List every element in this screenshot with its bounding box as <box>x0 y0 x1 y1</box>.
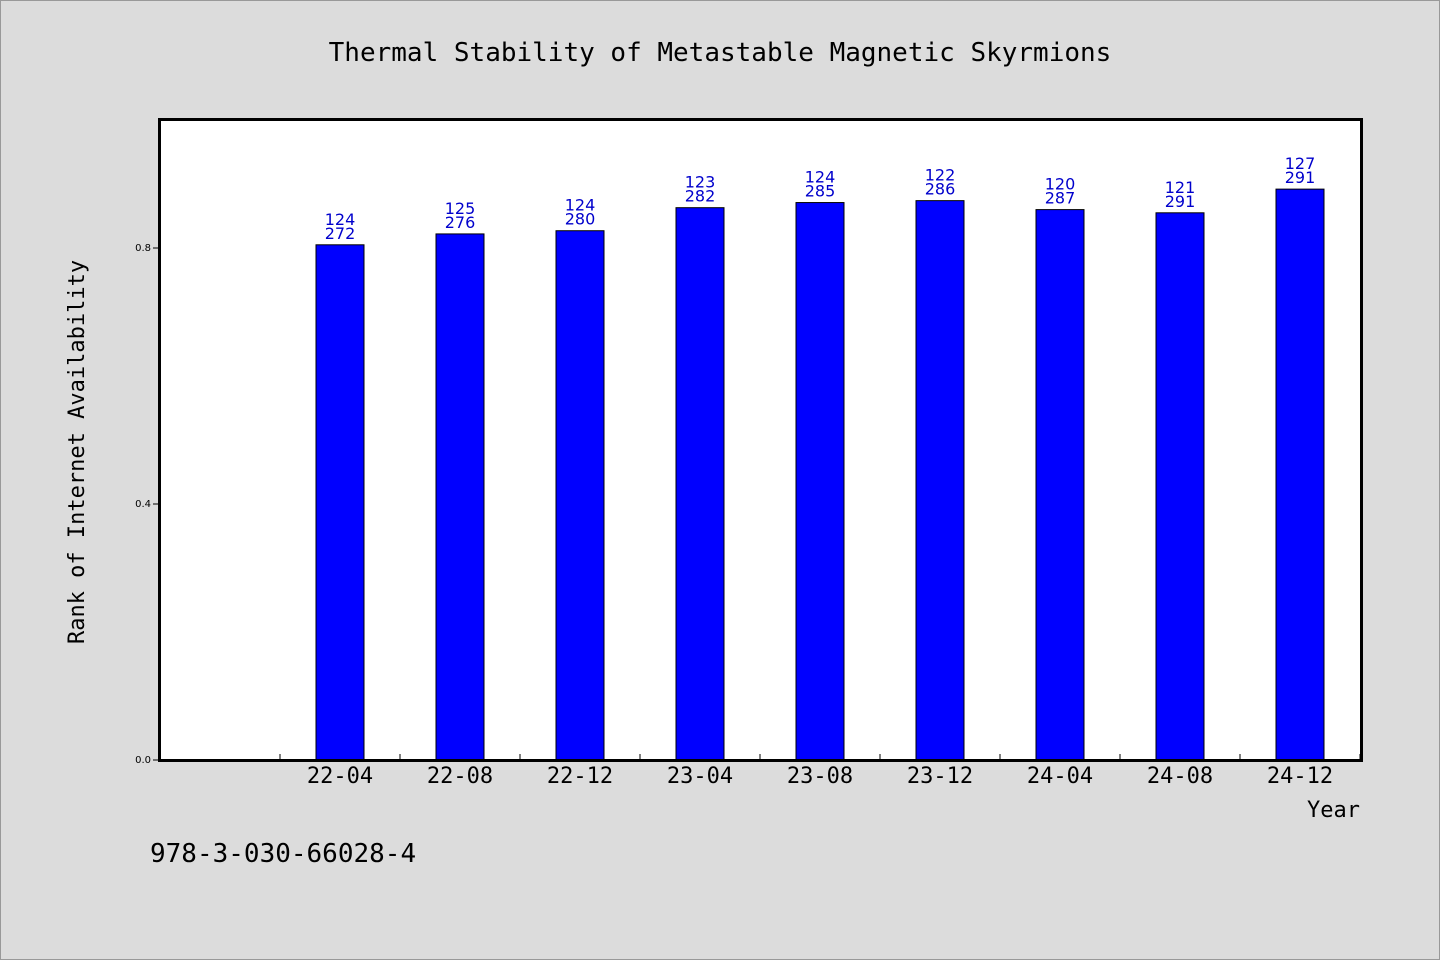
y-tick-label: 0.8 <box>135 243 151 254</box>
bar-label-top: 124 <box>325 210 356 229</box>
x-tick-label: 24-12 <box>1267 764 1333 789</box>
x-tick-label: 23-08 <box>787 764 853 789</box>
bar-label-top: 122 <box>925 166 956 185</box>
bar-label-top: 127 <box>1285 154 1316 173</box>
x-tick-label: 23-04 <box>667 764 733 789</box>
bar-24-04 <box>1035 209 1085 761</box>
x-tick-label: 22-04 <box>307 764 373 789</box>
bar-24-12 <box>1275 188 1325 761</box>
bar-label-bottom: 291 <box>1285 168 1316 187</box>
bar-label-top: 124 <box>565 196 596 215</box>
bar-label-bottom: 287 <box>1045 189 1076 208</box>
y-tick-label: 0.0 <box>135 755 151 766</box>
x-tick-label: 22-12 <box>547 764 613 789</box>
plot-frame <box>158 118 1363 762</box>
x-tick-label: 22-08 <box>427 764 493 789</box>
bar-label-bottom: 282 <box>685 187 716 206</box>
y-axis-label: Rank of Internet Availability <box>65 260 90 644</box>
bar-22-12 <box>555 230 605 761</box>
bar-23-04 <box>675 207 725 761</box>
bar-label-bottom: 272 <box>325 224 356 243</box>
bar-label-top: 124 <box>805 168 836 187</box>
bar-label-bottom: 280 <box>565 210 596 229</box>
bar-label-top: 121 <box>1165 178 1196 197</box>
bar-label-bottom: 286 <box>925 180 956 199</box>
x-tick-label: 24-08 <box>1147 764 1213 789</box>
bar-label-bottom: 291 <box>1165 192 1196 211</box>
bar-label-top: 125 <box>445 199 476 218</box>
footnote-isbn: 978-3-030-66028-4 <box>150 839 416 869</box>
bar-label-top: 123 <box>685 173 716 192</box>
bar-label-top: 120 <box>1045 175 1076 194</box>
bar-24-08 <box>1155 212 1205 761</box>
bars-group <box>315 188 1325 761</box>
bar-22-08 <box>435 233 485 761</box>
chart-title: Thermal Stability of Metastable Magnetic… <box>329 38 1112 68</box>
x-axis-label: Year <box>1307 798 1360 823</box>
bar-23-08 <box>795 202 845 761</box>
y-tick-label: 0.4 <box>135 499 151 510</box>
bar-label-bottom: 285 <box>805 182 836 201</box>
x-axis-ticks: 22-04 22-08 22-12 23-04 23-08 23-12 24-04 24-08… <box>279 754 1361 789</box>
x-tick-label: 24-04 <box>1027 764 1093 789</box>
x-tick-label: 23-12 <box>907 764 973 789</box>
bar-label-bottom: 276 <box>445 213 476 232</box>
bar-22-04 <box>315 244 365 761</box>
bar-23-12 <box>915 200 965 761</box>
